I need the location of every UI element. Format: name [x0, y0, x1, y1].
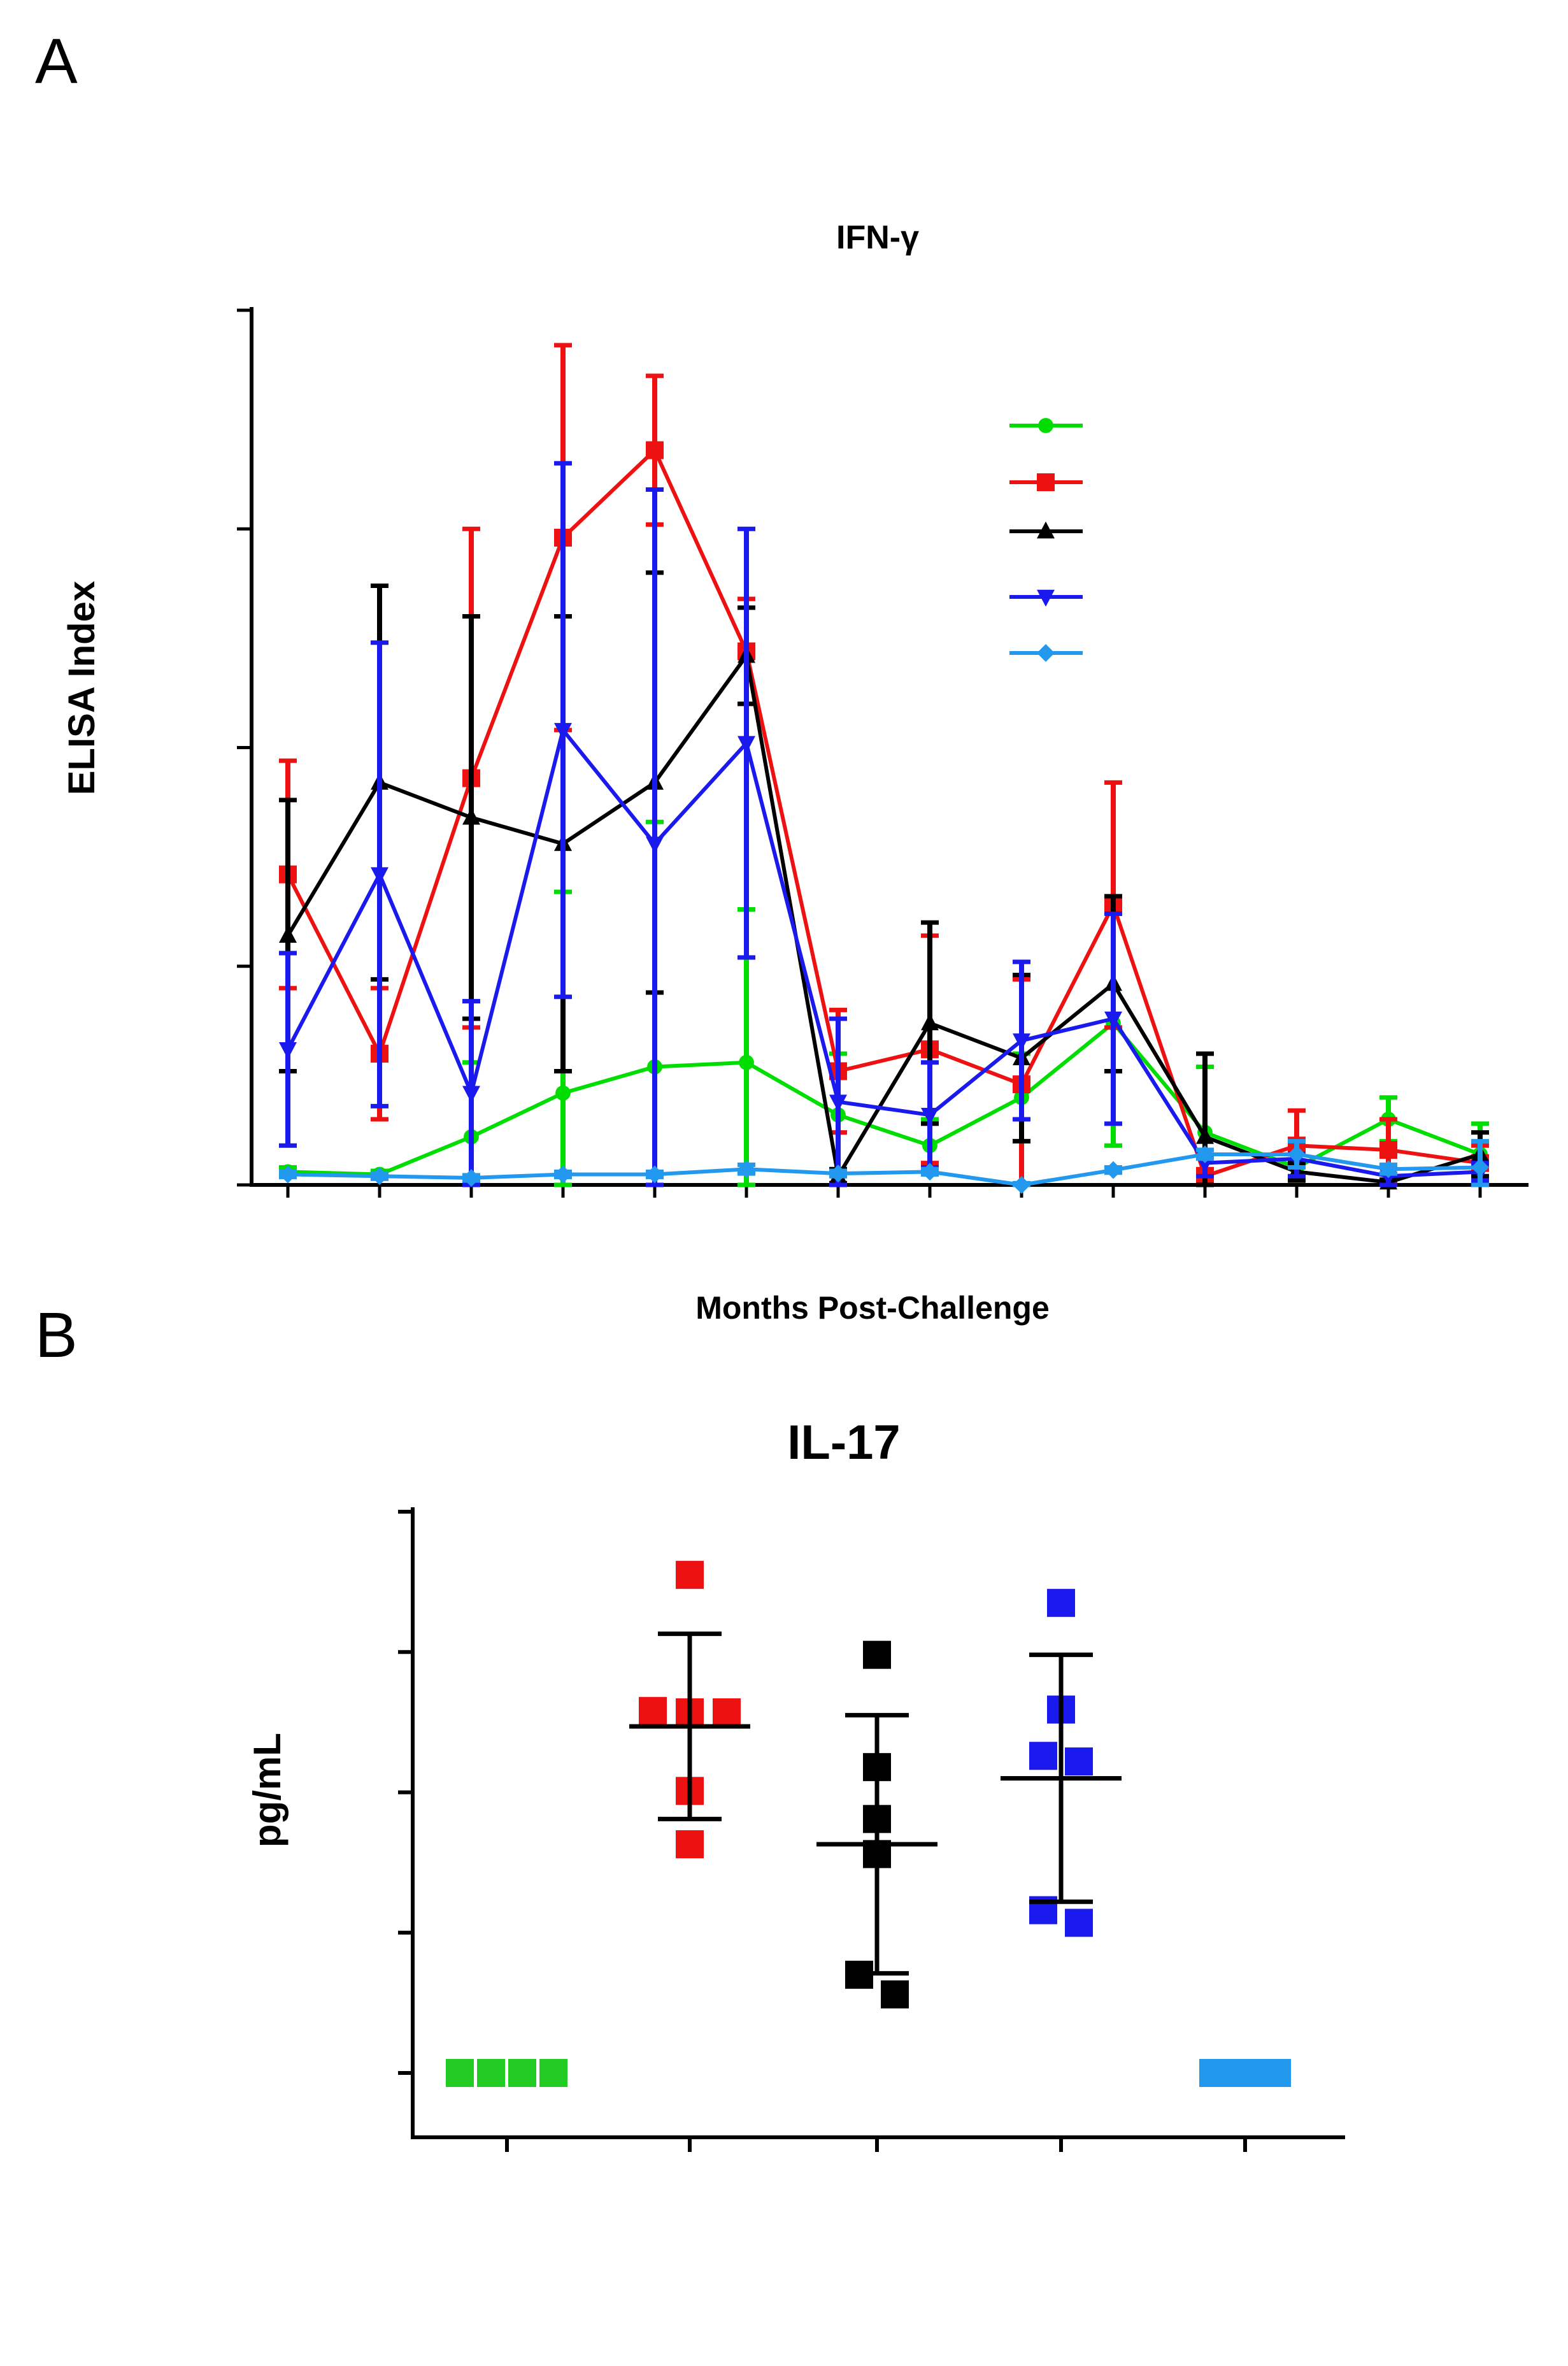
chart-a-title: IFN-γ	[836, 219, 919, 256]
panel-a-label: A	[35, 25, 78, 97]
chart-b-title: IL-17	[787, 1416, 900, 1470]
data-point	[462, 1169, 480, 1187]
data-point	[1013, 1033, 1030, 1050]
series-2	[279, 570, 1489, 1190]
data-point	[1013, 1176, 1030, 1194]
data-point	[1104, 1011, 1122, 1029]
data-point	[863, 1640, 891, 1669]
legend-swatch-marker	[1037, 589, 1055, 607]
data-point	[1047, 1589, 1075, 1617]
data-point	[539, 2059, 567, 2087]
group-1	[629, 1561, 750, 1858]
data-point	[1065, 1747, 1093, 1776]
data-point	[646, 1165, 664, 1184]
data-point	[555, 1085, 571, 1101]
data-point	[1288, 1145, 1306, 1163]
legend-swatch-marker	[1038, 418, 1053, 433]
data-point	[676, 1561, 704, 1589]
series-line	[286, 448, 1481, 1179]
data-point	[1379, 1141, 1397, 1159]
data-point	[1379, 1160, 1397, 1179]
data-point	[462, 807, 480, 825]
series-0	[279, 819, 1489, 1187]
group-4	[1199, 2059, 1291, 2087]
chart-a-legend	[1009, 418, 1083, 662]
data-point	[1196, 1145, 1214, 1163]
data-point	[676, 1830, 704, 1858]
data-point	[881, 1980, 909, 2009]
series-line	[286, 654, 1481, 1184]
data-point	[279, 1042, 297, 1059]
data-point	[646, 441, 664, 459]
data-point	[921, 1107, 939, 1125]
chart-a-y-axis-title: ELISA Index	[61, 581, 103, 795]
data-point	[921, 1163, 939, 1181]
group-0	[446, 2059, 567, 2087]
data-point	[738, 736, 755, 754]
chart-b-y-axis-title: pg/mL	[246, 1733, 289, 1847]
il-17-scatter-chart: IL-17 pg/mL	[246, 1416, 1345, 2152]
data-point	[646, 836, 664, 854]
legend-swatch-marker	[1037, 473, 1055, 491]
data-point	[371, 867, 388, 884]
series-3	[279, 461, 1489, 1187]
data-point	[554, 1165, 572, 1184]
data-point	[446, 2059, 474, 2087]
data-point	[639, 1696, 667, 1725]
data-point	[477, 2059, 505, 2087]
data-point	[739, 1054, 754, 1070]
data-point	[1199, 2059, 1291, 2087]
legend-swatch-marker	[1037, 521, 1055, 539]
ifn-gamma-line-chart: IFN-γ ELISA Index Months Post-Challenge	[61, 219, 1529, 1326]
data-point	[921, 1013, 939, 1031]
chart-a-x-axis-title: Months Post-Challenge	[695, 1290, 1050, 1326]
data-point	[508, 2059, 536, 2087]
data-point	[713, 1698, 741, 1726]
series-line	[286, 728, 1481, 1179]
data-point	[1104, 1161, 1122, 1179]
data-point	[279, 1165, 297, 1184]
data-point	[1196, 1127, 1214, 1144]
data-point	[738, 1160, 755, 1179]
series-line	[287, 1021, 1481, 1177]
data-point	[554, 722, 572, 740]
series-1	[279, 343, 1489, 1187]
data-point	[1471, 1158, 1489, 1177]
data-point	[462, 1086, 480, 1103]
data-point	[1065, 1909, 1093, 1937]
data-point	[279, 926, 297, 943]
panel-b-label: B	[35, 1300, 78, 1371]
data-point	[829, 1094, 847, 1112]
data-point	[829, 1165, 847, 1183]
group-2	[816, 1640, 937, 2009]
data-point	[371, 1167, 388, 1186]
series-4	[279, 1138, 1489, 1194]
data-point	[1029, 1742, 1057, 1770]
group-3	[1001, 1589, 1122, 1937]
legend-swatch-marker	[1037, 644, 1055, 662]
series-line	[287, 1152, 1481, 1187]
